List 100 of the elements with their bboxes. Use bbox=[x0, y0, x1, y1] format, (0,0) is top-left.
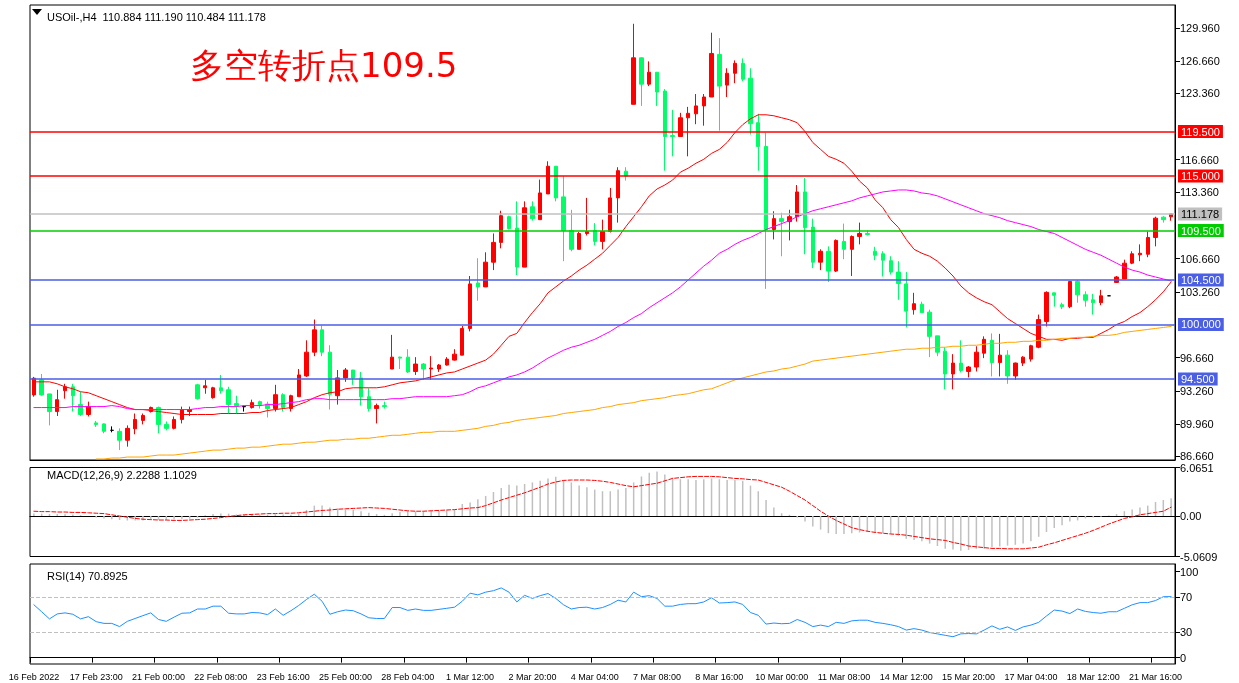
y-tick-label: 89.960 bbox=[1180, 417, 1214, 430]
candlestick bbox=[515, 200, 519, 276]
x-tick-label: 15 Mar 20:00 bbox=[942, 671, 996, 682]
candlestick bbox=[1083, 290, 1088, 308]
x-tick-label: 17 Feb 23:00 bbox=[69, 671, 123, 682]
candlestick bbox=[133, 413, 137, 435]
y-tick-label: 100 bbox=[1180, 565, 1199, 578]
candlestick bbox=[1029, 344, 1033, 363]
candlestick bbox=[1091, 293, 1095, 316]
candlestick bbox=[966, 365, 971, 378]
candlestick bbox=[242, 405, 246, 413]
candlestick bbox=[234, 395, 239, 415]
candlestick bbox=[1153, 216, 1158, 247]
candlestick bbox=[382, 401, 387, 410]
candlestick bbox=[374, 403, 379, 424]
y-tick-label: 6.0651 bbox=[1180, 461, 1214, 474]
x-tick-label: 21 Feb 00:00 bbox=[132, 671, 186, 682]
candlestick bbox=[904, 271, 908, 328]
candlestick bbox=[406, 348, 410, 374]
candlestick bbox=[779, 212, 784, 257]
candlestick bbox=[764, 132, 768, 290]
y-tick-label: 70 bbox=[1180, 591, 1193, 604]
candlestick bbox=[1052, 292, 1056, 308]
candlestick bbox=[585, 197, 589, 236]
y-tick-label: 0 bbox=[1180, 651, 1187, 664]
y-tick-label: 126.660 bbox=[1180, 54, 1220, 67]
candlestick bbox=[647, 60, 651, 87]
x-tick-label: 4 Mar 04:00 bbox=[570, 671, 619, 682]
candlestick bbox=[857, 222, 862, 245]
y-tick-label: 86.660 bbox=[1180, 450, 1214, 463]
candlestick bbox=[920, 301, 924, 314]
candlestick bbox=[367, 387, 371, 413]
candlestick bbox=[943, 346, 947, 390]
x-tick-label: 16 Feb 2022 bbox=[8, 671, 60, 682]
line-series bbox=[95, 325, 1172, 460]
text: USOil-,H4 110.884 111.190 110.484 111.178 bbox=[47, 10, 266, 23]
chart-title: MACD(12,26,9) 2.2288 1.1029 bbox=[47, 468, 197, 481]
ref-line-label: 119.500 bbox=[1181, 125, 1220, 138]
line-series bbox=[33, 189, 1172, 411]
candlestick bbox=[226, 386, 231, 415]
candlestick bbox=[219, 374, 223, 395]
x-tick-label: 28 Feb 04:00 bbox=[381, 671, 435, 682]
candlestick bbox=[561, 175, 566, 262]
candlestick bbox=[803, 177, 807, 255]
candlestick bbox=[281, 392, 285, 413]
x-tick-label: 18 Mar 12:00 bbox=[1066, 671, 1120, 682]
annotation: 多空转折点109.5 bbox=[190, 45, 458, 85]
candlestick bbox=[912, 292, 916, 316]
y-tick-label: 0.00 bbox=[1180, 510, 1202, 523]
x-tick-label: 10 Mar 00:00 bbox=[755, 671, 809, 682]
candlestick bbox=[694, 93, 698, 125]
x-tick-label: 8 Mar 16:00 bbox=[695, 671, 744, 682]
candlestick bbox=[974, 345, 979, 372]
y-tick-label: 93.260 bbox=[1180, 385, 1214, 398]
candlestick bbox=[990, 332, 994, 377]
candlestick bbox=[63, 383, 67, 400]
candlestick bbox=[437, 363, 441, 373]
candlestick bbox=[865, 230, 870, 236]
candlestick bbox=[554, 165, 558, 202]
candlestick bbox=[452, 348, 457, 362]
candlestick bbox=[982, 335, 986, 359]
candlestick bbox=[258, 400, 262, 410]
candlestick bbox=[1161, 215, 1166, 224]
candlestick bbox=[600, 219, 605, 250]
candlestick bbox=[1099, 289, 1103, 306]
x-tick-label: 21 Mar 16:00 bbox=[1129, 671, 1183, 682]
candlestick bbox=[304, 339, 309, 378]
y-tick-label: 123.360 bbox=[1180, 87, 1220, 100]
candlestick bbox=[818, 248, 823, 271]
ref-line-label: 104.500 bbox=[1181, 273, 1221, 286]
candlestick bbox=[55, 389, 59, 417]
x-tick-label: 1 Mar 12:00 bbox=[446, 671, 495, 682]
x-tick-label: 11 Mar 08:00 bbox=[817, 671, 871, 682]
y-tick-label: 30 bbox=[1180, 625, 1193, 638]
candlestick bbox=[141, 413, 145, 425]
candlestick bbox=[390, 334, 394, 370]
ref-line-label: 115.000 bbox=[1181, 170, 1220, 183]
candlestick bbox=[117, 427, 122, 451]
y-tick-label: 113.360 bbox=[1180, 186, 1219, 199]
x-tick-label: 7 Mar 08:00 bbox=[633, 671, 682, 682]
candlestick bbox=[468, 275, 472, 332]
y-tick-label: 96.660 bbox=[1180, 351, 1214, 364]
candlestick bbox=[811, 218, 815, 269]
candlestick bbox=[935, 335, 940, 357]
candlestick bbox=[343, 367, 348, 383]
candlestick bbox=[593, 222, 597, 246]
candlestick bbox=[655, 71, 659, 107]
candlestick bbox=[1005, 349, 1010, 385]
candlestick bbox=[476, 257, 480, 302]
candlestick bbox=[445, 356, 449, 367]
y-tick-label: -5.0609 bbox=[1180, 550, 1218, 563]
candlestick bbox=[335, 369, 340, 406]
candlestick bbox=[1146, 231, 1150, 258]
candlestick bbox=[702, 93, 706, 127]
x-tick-label: 23 Feb 16:00 bbox=[256, 671, 310, 682]
candlestick bbox=[850, 234, 854, 277]
candlestick bbox=[320, 324, 324, 357]
y-tick-label: 106.660 bbox=[1180, 252, 1220, 265]
x-tick-label: 2 Mar 20:00 bbox=[508, 671, 557, 682]
candlestick bbox=[748, 67, 753, 136]
